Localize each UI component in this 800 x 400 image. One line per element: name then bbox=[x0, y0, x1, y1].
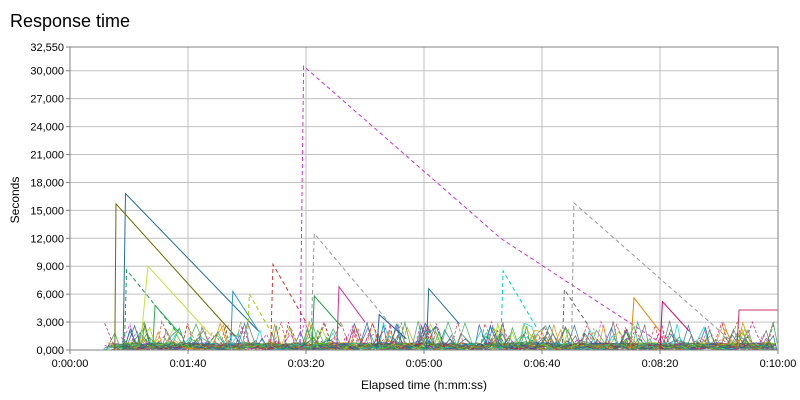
y-tick-label: 30,000 bbox=[30, 66, 64, 78]
x-tick-label: 0:00:00 bbox=[52, 358, 89, 370]
series-line-s9 bbox=[500, 269, 537, 351]
y-tick-label: 12,000 bbox=[30, 233, 64, 245]
series-group bbox=[114, 65, 778, 351]
x-tick-label: 0:03:20 bbox=[288, 358, 325, 370]
series-line-s12 bbox=[630, 296, 661, 351]
y-tick-label: 3,000 bbox=[36, 317, 64, 329]
chart-title: Response time bbox=[10, 11, 131, 31]
noise-series-line bbox=[107, 322, 774, 351]
series-line-s19 bbox=[152, 304, 183, 351]
y-axis-label: Seconds bbox=[8, 177, 22, 224]
y-tick-label: 21,000 bbox=[30, 150, 64, 162]
series-line-s1 bbox=[299, 65, 661, 351]
series-line-s15 bbox=[311, 294, 342, 351]
series-line-s18 bbox=[246, 292, 272, 351]
series-line-s17 bbox=[230, 289, 260, 351]
noise-series-line bbox=[103, 324, 776, 351]
y-tick-label: 24,000 bbox=[30, 122, 64, 134]
series-line-s16 bbox=[736, 309, 778, 351]
y-tick-label: 0,000 bbox=[36, 345, 64, 357]
x-axis-label: Elapsed time (h:mm:ss) bbox=[361, 378, 487, 392]
x-tick-label: 0:01:40 bbox=[170, 358, 207, 370]
grid-lines bbox=[69, 46, 779, 351]
series-line-s3 bbox=[114, 202, 236, 351]
y-tick-label: 6,000 bbox=[36, 289, 64, 301]
y-tick-label: 15,000 bbox=[30, 205, 64, 217]
series-line-s14 bbox=[659, 300, 690, 351]
noise-series-line bbox=[103, 322, 772, 351]
series-line-s10 bbox=[336, 285, 366, 351]
y-tick-labels: 0,000 3,000 6,000 9,000 12,000 15,000 18,000 21… bbox=[30, 42, 70, 357]
y-tick-label: 9,000 bbox=[36, 261, 64, 273]
y-tick-label: 27,000 bbox=[30, 94, 64, 106]
x-tick-label: 0:10:00 bbox=[760, 358, 797, 370]
series-line-s7 bbox=[270, 262, 307, 351]
series-line-s8 bbox=[123, 268, 177, 351]
series-line-s6 bbox=[140, 265, 212, 343]
x-tick-labels: 0:00:00 0:01:40 0:03:20 0:05:00 0:06:40 0:08:… bbox=[52, 350, 797, 370]
x-tick-label: 0:06:40 bbox=[524, 358, 561, 370]
series-line-s5 bbox=[310, 232, 389, 351]
x-tick-label: 0:05:00 bbox=[406, 358, 443, 370]
noise-band bbox=[103, 319, 778, 351]
series-line-s11 bbox=[425, 287, 460, 351]
y-tick-label: 32,550 bbox=[30, 42, 64, 54]
series-line-s4 bbox=[571, 201, 732, 351]
y-tick-label: 18,000 bbox=[30, 177, 64, 189]
x-tick-label: 0:08:20 bbox=[642, 358, 679, 370]
series-line-s2 bbox=[122, 192, 260, 351]
noise-series-line bbox=[113, 321, 777, 351]
series-line-s20 bbox=[376, 313, 407, 351]
